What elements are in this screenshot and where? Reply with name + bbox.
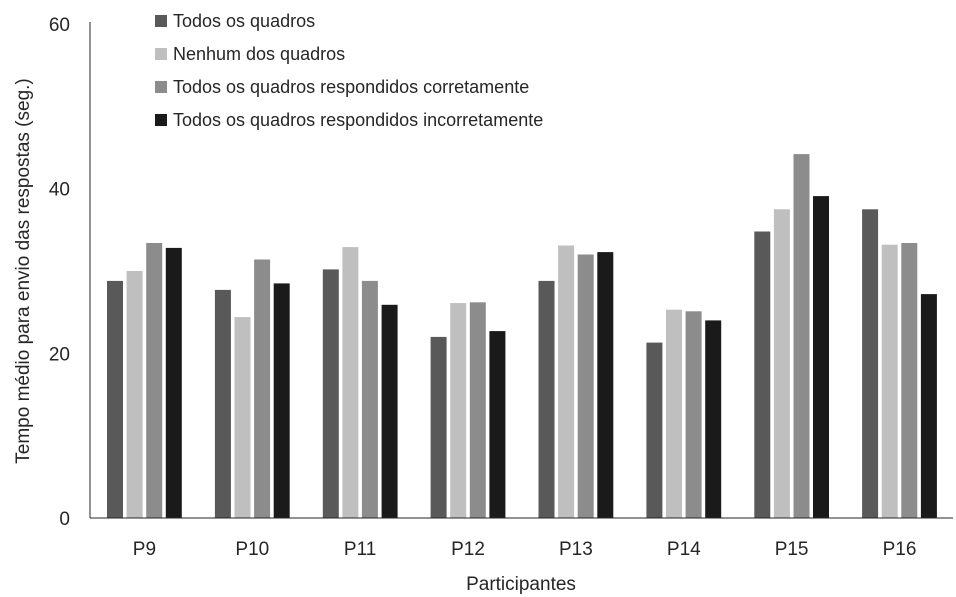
bar-p10-series-4	[273, 283, 290, 518]
x-tick-label-p15: P15	[775, 539, 809, 560]
bar-p15-series-3	[793, 154, 810, 518]
bar-p16-series-3	[901, 243, 918, 518]
legend-swatch-1	[155, 15, 167, 27]
x-tick-label-p9: P9	[133, 539, 156, 560]
legend-label-1: Todos os quadros	[173, 11, 315, 31]
bar-p11-series-3	[361, 280, 378, 518]
y-axis-title: Tempo médio para envio das respostas (se…	[13, 78, 34, 463]
bar-p13-series-3	[577, 254, 594, 518]
bar-p11-series-2	[342, 247, 359, 518]
bar-p13-series-4	[597, 252, 614, 518]
bar-p9-series-2	[126, 271, 143, 518]
bar-p13-series-2	[558, 245, 575, 518]
x-axis-title: Participantes	[466, 574, 576, 595]
bar-p9-series-1	[107, 280, 123, 518]
x-tick-label-p16: P16	[883, 539, 917, 560]
bar-p16-series-2	[881, 244, 898, 518]
bar-p10-series-3	[254, 259, 271, 518]
y-tick-label-0: 0	[59, 509, 70, 530]
bar-p10-series-2	[234, 317, 251, 518]
bar-p12-series-4	[489, 331, 506, 518]
bar-p9-series-4	[165, 247, 182, 518]
y-tick-label-40: 40	[49, 180, 70, 201]
legend-label-3: Todos os quadros respondidos corretament…	[173, 77, 529, 97]
bar-p11-series-1	[322, 269, 339, 518]
bar-p9-series-3	[146, 243, 163, 518]
x-tick-label-p12: P12	[451, 539, 485, 560]
y-tick-labels: 0 20 40 60	[49, 15, 70, 530]
bar-p16-series-1	[862, 209, 879, 519]
legend-swatch-2	[155, 48, 167, 60]
x-tick-label-p10: P10	[235, 539, 269, 560]
x-tick-label-p11: P11	[344, 539, 376, 560]
bar-p11-series-4	[381, 304, 398, 518]
bar-p14-series-1	[646, 342, 663, 518]
x-tick-label-p14: P14	[667, 539, 701, 560]
x-tick-label-p13: P13	[559, 539, 593, 560]
bars-group	[107, 154, 937, 519]
legend-label-2: Nenhum dos quadros	[173, 44, 345, 64]
bar-p14-series-4	[705, 320, 722, 518]
y-tick-label-20: 20	[49, 344, 70, 365]
bar-p15-series-4	[813, 196, 829, 518]
bar-p14-series-3	[685, 311, 702, 518]
bar-p12-series-3	[469, 302, 486, 518]
bar-p15-series-2	[773, 209, 790, 519]
legend: Todos os quadros Nenhum dos quadros Todos …	[155, 11, 543, 130]
legend-swatch-3	[155, 81, 167, 93]
legend-label-4: Todos os quadros respondidos incorretame…	[173, 110, 543, 130]
bar-p12-series-1	[430, 336, 447, 518]
y-tick-label-60: 60	[49, 15, 70, 36]
bar-p13-series-1	[538, 280, 555, 518]
legend-swatch-4	[155, 114, 167, 126]
bar-p15-series-1	[754, 231, 771, 518]
bar-p14-series-2	[666, 309, 682, 518]
bar-p12-series-2	[450, 303, 467, 518]
x-tick-labels: P9 P10 P11 P12 P13 P14 P15 P16	[133, 539, 917, 560]
bar-p10-series-1	[214, 289, 231, 518]
bar-p16-series-4	[920, 294, 937, 518]
